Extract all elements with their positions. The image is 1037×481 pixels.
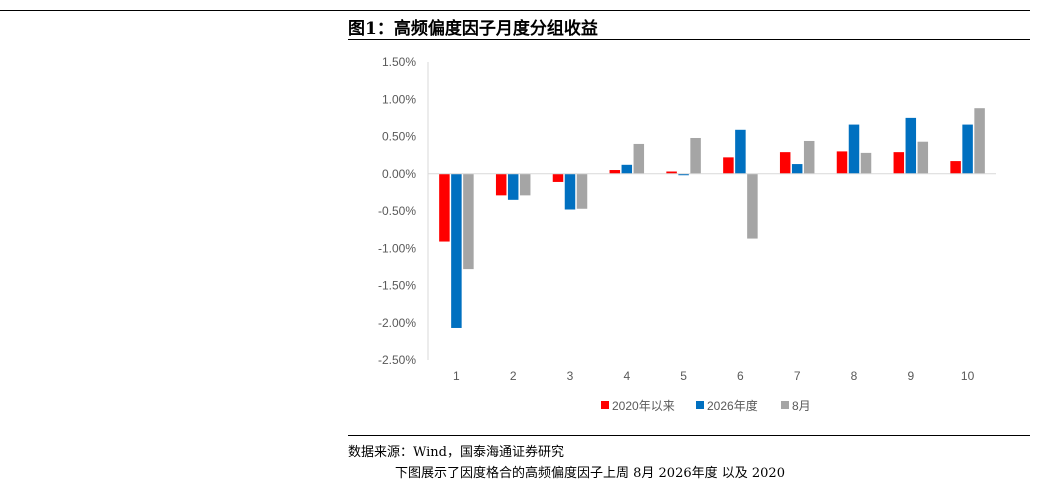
legend-label: 2020年以来 xyxy=(612,399,675,413)
bar xyxy=(723,157,734,174)
bar xyxy=(609,170,621,174)
title-rule xyxy=(348,39,1030,40)
bars xyxy=(439,108,985,328)
bar xyxy=(564,173,576,210)
y-tick-label: 1.00% xyxy=(382,92,416,106)
y-tick-label: -0.50% xyxy=(378,204,416,218)
bar xyxy=(507,173,519,200)
x-tick-label: 4 xyxy=(623,369,630,383)
x-tick-label: 3 xyxy=(567,369,574,383)
x-tick-label: 2 xyxy=(510,369,517,383)
x-tick-label: 7 xyxy=(794,369,801,383)
bar xyxy=(678,173,689,176)
bar xyxy=(917,141,929,174)
bar xyxy=(962,124,973,174)
bar xyxy=(905,117,917,174)
bar xyxy=(735,129,746,174)
source-rule xyxy=(348,435,1030,436)
bar xyxy=(690,137,701,174)
bar xyxy=(893,152,905,174)
bar xyxy=(791,164,803,174)
y-tick-label: -1.50% xyxy=(378,279,416,293)
bar-chart: 1.50% 1.00% 0.50% 0.00% -0.50% -1.00% -1.50% -2… xyxy=(378,55,996,413)
bar xyxy=(848,124,860,174)
x-tick-label: 5 xyxy=(680,369,687,383)
bar xyxy=(621,164,633,174)
x-tick-label: 8 xyxy=(851,369,858,383)
bar xyxy=(950,161,961,174)
bar xyxy=(495,173,507,196)
bar xyxy=(803,140,815,174)
bar xyxy=(451,173,462,328)
x-tick-label: 6 xyxy=(737,369,744,383)
bar xyxy=(576,173,588,209)
bar xyxy=(860,152,872,174)
source-note: 数据来源：Wind，国泰海通证券研究 xyxy=(348,445,564,460)
top-rule xyxy=(0,10,1030,11)
legend: 2020年以来 2026年度 8月 xyxy=(601,398,811,413)
bar xyxy=(974,108,985,174)
y-tick-label: 0.50% xyxy=(382,130,416,144)
bar xyxy=(666,171,677,174)
legend-label: 2026年度 xyxy=(707,398,758,413)
x-tick-label: 1 xyxy=(453,369,460,383)
x-axis: 1 2 3 4 5 6 7 8 9 10 xyxy=(428,173,996,383)
bar xyxy=(779,152,791,174)
figure-title: 图1：高频偏度因子月度分组收益 xyxy=(348,19,598,39)
x-tick-label: 9 xyxy=(907,369,914,383)
bar xyxy=(747,173,758,239)
bar xyxy=(519,173,531,196)
bar xyxy=(633,143,645,174)
y-tick-label: 0.00% xyxy=(382,167,416,181)
caption-text: 下图展示了因度格合的高频偏度因子上周 8月 2026年度 以及 2020 xyxy=(395,466,785,481)
y-tick-label: -2.50% xyxy=(378,353,416,367)
bar xyxy=(836,151,848,174)
legend-swatch xyxy=(781,401,789,409)
bar xyxy=(552,173,564,182)
y-tick-label: 1.50% xyxy=(382,55,416,69)
y-tick-label: -1.00% xyxy=(378,241,416,255)
y-tick-label: -2.00% xyxy=(378,316,416,330)
bar xyxy=(463,173,474,270)
y-axis: 1.50% 1.00% 0.50% 0.00% -0.50% -1.00% -1.50% -2… xyxy=(378,55,429,367)
legend-label: 8月 xyxy=(792,399,811,413)
x-tick-label: 10 xyxy=(961,369,975,383)
bar xyxy=(439,173,450,242)
legend-swatch xyxy=(696,401,704,409)
legend-swatch xyxy=(601,401,609,409)
